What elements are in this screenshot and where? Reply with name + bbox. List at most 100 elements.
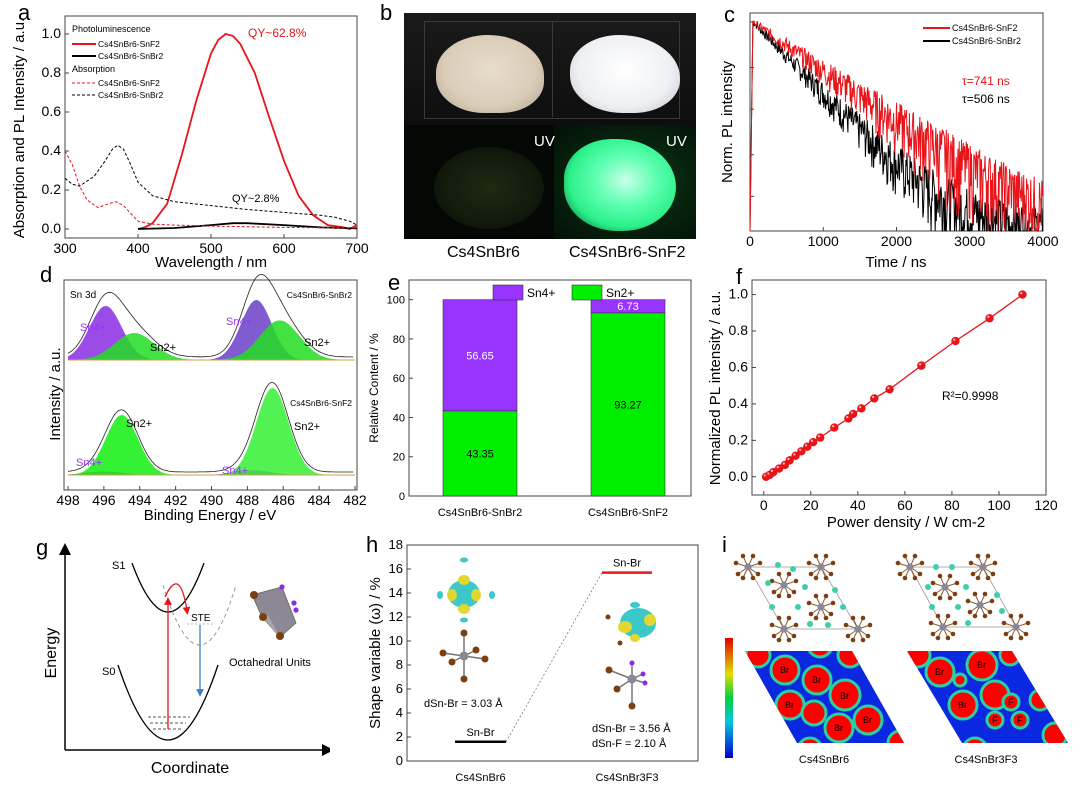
y-axis-label: Relative Content / % [367, 333, 381, 443]
peak-area [68, 320, 355, 360]
plot-frame [406, 544, 699, 762]
series-line [64, 144, 358, 226]
panel-label-c: c [724, 2, 735, 27]
atom-label: Br [840, 691, 849, 701]
x-tick-label: 80 [944, 497, 960, 513]
bar-value-label: 93.27 [614, 399, 642, 411]
bar-segment [590, 299, 666, 314]
x-tick-label: 40 [850, 497, 866, 513]
peak-area [68, 333, 355, 360]
data-point-highlight [953, 338, 956, 341]
diagram-g-energy: S1 S0 STE Energy Coordinate Octahedral U… [43, 543, 330, 777]
uv-label: UV [534, 133, 555, 150]
data-point-highlight [1020, 291, 1023, 295]
atom-label: Br [812, 675, 821, 685]
atom-label: Br [834, 723, 843, 733]
data-point-highlight [810, 439, 814, 442]
panel-label-b: b [380, 0, 393, 25]
caption-cs4snbr6: Cs4SnBr6 [799, 754, 849, 766]
y-tick-label: 20 [393, 452, 405, 464]
plot-frame [64, 15, 358, 239]
y-tick-label: 10 [389, 633, 403, 648]
octahedron-icon [250, 584, 299, 640]
x-tick-label: 496 [92, 492, 116, 508]
data-point-highlight [804, 444, 808, 447]
annotation-tau-snbr2: τ=506 ns [962, 92, 1010, 106]
y-tick-label: 60 [393, 373, 405, 385]
bar-segment [442, 410, 518, 497]
data-point-highlight [770, 469, 774, 473]
data-point-highlight [798, 448, 802, 452]
octahedron-cs4snbr6 [439, 629, 489, 683]
charge-density-cs4snbr3f3 [605, 602, 656, 646]
x-axis-label: Coordinate [151, 760, 229, 777]
sample-label: Cs4SnBr6-SnBr2 [287, 290, 352, 300]
peak-label-sn4: Sn4+ [76, 457, 102, 469]
y-tick-label: 18 [389, 537, 403, 552]
x-tick-label: 482 [343, 492, 367, 508]
atom-label: F [992, 715, 998, 725]
atom-label: Br [958, 700, 967, 710]
photo-daylight [404, 13, 696, 125]
level-label: Sn-Br [466, 727, 494, 739]
annotation-qy-low: QY~2.8% [232, 193, 280, 205]
panel-label-d: d [40, 262, 53, 287]
figure-i-crystal-elf: Br Br Br Br Br Br Br Br Br F F F Cs4SnBr… [725, 553, 1068, 766]
plot-frame [408, 279, 692, 497]
data-point-highlight [887, 386, 890, 390]
octahedron-label: Octahedral Units [229, 657, 311, 669]
x-tick-label: 494 [128, 492, 152, 508]
data-point [951, 336, 960, 346]
bar-value-label: 56.65 [466, 350, 494, 362]
y-tick-label: 1.0 [729, 286, 749, 302]
y-tick-label: 0 [399, 491, 405, 503]
level-label: Sn-Br [613, 558, 641, 570]
y-tick-label: 0.2 [42, 181, 62, 197]
legend-entry: Cs4SnBr6-SnBr2 [98, 90, 163, 100]
photo-powders: UV UV [404, 13, 696, 239]
data-point [870, 394, 879, 403]
octahedron-cs4snbr3f3 [605, 660, 648, 710]
annotation-r-squared: R²=0.9998 [942, 389, 999, 403]
data-point-highlight [987, 315, 990, 319]
ste-label: STE [191, 613, 211, 624]
x-tick-label: 498 [56, 492, 80, 508]
atom-label: Br [785, 700, 794, 710]
y-tick-label: 8 [396, 657, 403, 672]
y-axis-label: Normalized PL intensity / a.u. [707, 291, 724, 486]
colorbar [725, 638, 733, 758]
y-tick-label: 0.8 [729, 322, 749, 338]
chart-d-xps: 498 496 494 492 490 488 486 484 482 Intensity / … [47, 273, 367, 524]
bond-length-snbr: dSn-Br = 3.56 Å [592, 722, 671, 735]
peak-label-sn4: Sn4+ [226, 316, 252, 328]
plot-frame [63, 279, 358, 491]
chart-f-power-dependence: 0 20 40 60 80 100 120 0.0 0.2 0.4 0.6 0.8 1.0 Normal… [707, 279, 1058, 530]
x-axis-label: Power density / W cm-2 [827, 514, 985, 530]
bar-value-label: 43.35 [466, 448, 494, 460]
uv-label: UV [666, 133, 687, 150]
caption-cs4snbr3f3: Cs4SnBr3F3 [955, 754, 1018, 766]
y-tick-label: 80 [393, 334, 405, 346]
photo-uv: UV UV [404, 125, 696, 239]
data-point [985, 314, 994, 323]
envelope-line [67, 273, 354, 358]
y-axis-label: Energy [43, 628, 60, 679]
series-line [64, 150, 358, 229]
peak-label-sn2: Sn2+ [126, 418, 152, 430]
x-category-label: Cs4SnBr6 [455, 772, 505, 784]
legend-entry: Cs4SnBr6-SnF2 [98, 78, 160, 88]
y-tick-label: 12 [389, 609, 403, 624]
y-tick-label: 6 [396, 681, 403, 696]
crystal-cs4snbr3f3 [895, 553, 1031, 641]
x-tick-label: 4000 [1027, 233, 1058, 249]
chart-c-pl-decay: 0 1000 2000 3000 4000 Norm. PL intensity Tim… [719, 12, 1059, 270]
x-tick-label: 60 [897, 497, 913, 513]
data-point [816, 433, 825, 442]
x-tick-label: 492 [164, 492, 188, 508]
y-tick-label: 14 [389, 585, 403, 600]
legend-entry: Cs4SnBr6-SnBr2 [952, 36, 1021, 46]
x-tick-label: 700 [345, 240, 369, 256]
data-point-highlight [850, 411, 854, 414]
y-axis-label: Intensity / a.u. [47, 347, 64, 440]
annotation-qy-high: QY~62.8% [248, 26, 307, 40]
